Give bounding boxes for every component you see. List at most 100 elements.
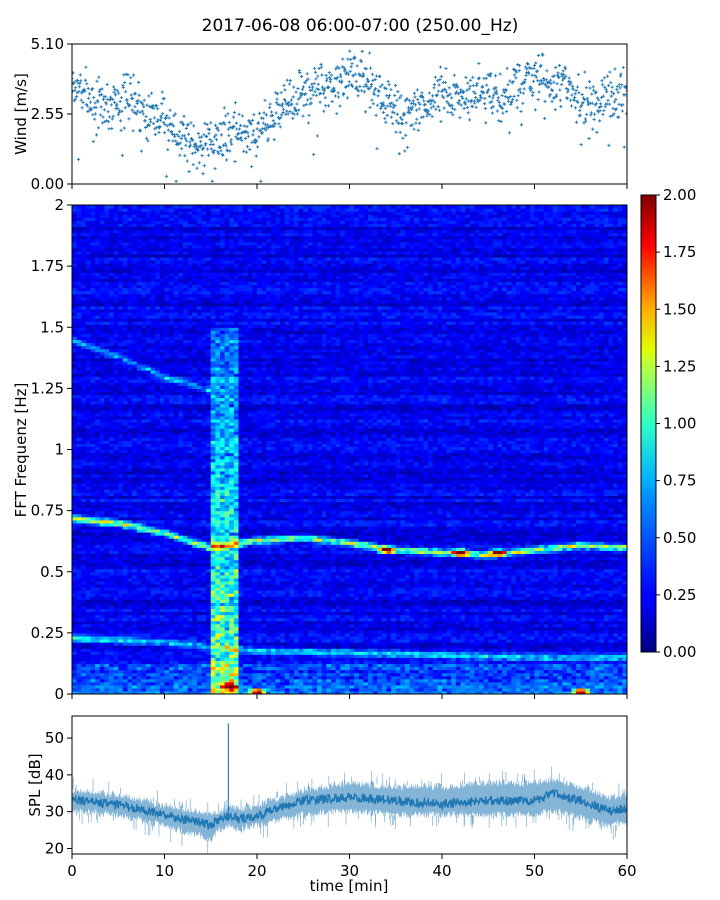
wind-point [489,72,492,75]
wind-point [200,135,203,138]
wind-point [133,105,136,108]
wind-point [144,119,147,122]
wind-point [473,101,476,104]
wind-point [107,110,110,113]
wind-point [300,75,303,78]
wind-point [279,125,282,128]
wind-point [448,86,451,89]
wind-point [245,151,248,154]
wind-point [348,80,351,83]
wind-point [485,83,488,86]
wind-point [387,83,390,86]
wind-point [87,97,90,100]
wind-point [247,135,250,138]
wind-point [280,91,283,94]
wind-point [545,78,548,81]
wind-point [89,101,92,104]
wind-point [258,112,261,115]
wind-point [257,121,260,124]
wind-point [189,121,192,124]
wind-point [491,111,494,114]
wind-point [320,73,323,76]
spectrogram-cell [104,205,109,209]
wind-point [590,111,593,114]
wind-point [566,90,569,93]
wind-point [174,139,177,142]
spectrogram-cell [72,205,77,209]
wind-point [486,91,489,94]
wind-point [414,122,417,125]
wind-point [79,73,82,76]
wind-point [230,138,233,141]
wind-point [531,94,534,97]
wind-point [256,145,259,148]
wind-point [586,97,589,100]
wind-point [349,58,352,61]
wind-point [267,137,270,140]
wind-point [584,120,587,123]
wind-point [598,119,601,122]
wind-point [589,113,592,116]
wind-point [275,98,278,101]
wind-point [311,88,314,91]
wind-point [350,65,353,68]
wind-point [235,127,238,130]
wind-point [161,91,164,94]
wind-point [531,91,534,94]
wind-point [368,51,371,54]
wind-point [287,112,290,115]
wind-point [600,79,603,82]
wind-point [270,110,273,113]
wind-point [107,127,110,130]
wind-point [312,93,315,96]
wind-point [120,110,123,113]
wind-point [265,113,268,116]
wind-point [430,106,433,109]
wind-point [573,99,576,102]
wind-point [412,128,415,131]
wind-point [129,76,132,79]
wind-point [581,93,584,96]
wind-point [123,126,126,129]
wind-point [209,143,212,146]
wind-point [356,94,359,97]
wind-point [444,81,447,84]
wind-point [360,89,363,92]
wind-point [610,95,613,98]
wind-point [520,123,523,126]
wind-point [317,83,320,86]
wind-point [301,115,304,118]
wind-point [126,73,129,76]
wind-point [362,72,365,75]
figure-title: 2017-06-08 06:00-07:00 (250.00_Hz) [202,16,519,36]
wind-point [620,83,623,86]
wind-point [192,124,195,127]
wind-point [465,97,468,100]
wind-point [94,106,97,109]
wind-point [582,121,585,124]
wind-point [369,67,372,70]
wind-point [169,109,172,112]
wind-point [251,133,254,136]
wind-point [272,119,275,122]
wind-point [246,145,249,148]
wind-point [175,180,178,183]
wind-point [330,73,333,76]
wind-point [384,121,387,124]
wind-point [431,115,434,118]
wind-point [81,106,84,109]
wind-point [371,73,374,76]
spectrogram-cell [155,205,160,209]
wind-point [524,74,527,77]
spectrogram-cell [132,205,137,209]
wind-point [395,99,398,102]
wind-point [577,73,580,76]
wind-point [358,85,361,88]
wind-point [281,102,284,105]
wind-point [289,79,292,82]
wind-point [432,105,435,108]
wind-point [223,106,226,109]
wind-point [484,107,487,110]
wind-point [319,63,322,66]
wind-point [87,87,90,90]
